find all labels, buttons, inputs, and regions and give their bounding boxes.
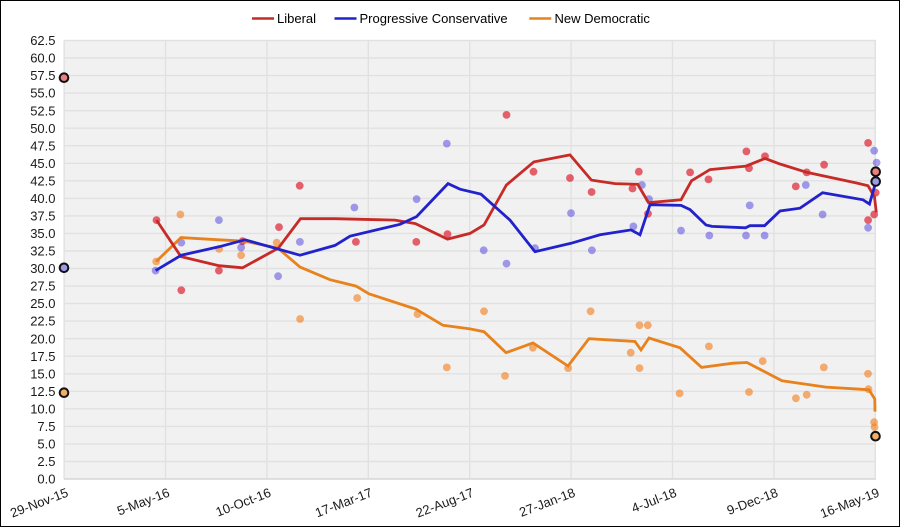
svg-text:35.0: 35.0 <box>30 226 55 241</box>
svg-text:New Democratic: New Democratic <box>555 11 651 26</box>
svg-text:32.5: 32.5 <box>30 244 55 259</box>
svg-text:52.5: 52.5 <box>30 103 55 118</box>
svg-text:27.5: 27.5 <box>30 279 55 294</box>
svg-text:10.0: 10.0 <box>30 401 55 416</box>
svg-text:17.5: 17.5 <box>30 349 55 364</box>
svg-text:62.5: 62.5 <box>30 33 55 48</box>
svg-text:20.0: 20.0 <box>30 331 55 346</box>
svg-text:57.5: 57.5 <box>30 68 55 83</box>
svg-text:12.5: 12.5 <box>30 384 55 399</box>
svg-text:40.0: 40.0 <box>30 191 55 206</box>
svg-text:30.0: 30.0 <box>30 261 55 276</box>
svg-text:50.0: 50.0 <box>30 121 55 136</box>
svg-text:Progressive Conservative: Progressive Conservative <box>360 11 508 26</box>
svg-text:15.0: 15.0 <box>30 366 55 381</box>
svg-text:22.5: 22.5 <box>30 314 55 329</box>
svg-text:47.5: 47.5 <box>30 138 55 153</box>
svg-text:25.0: 25.0 <box>30 296 55 311</box>
svg-text:45.0: 45.0 <box>30 156 55 171</box>
svg-text:37.5: 37.5 <box>30 209 55 224</box>
svg-text:2.5: 2.5 <box>37 454 55 469</box>
svg-text:60.0: 60.0 <box>30 51 55 66</box>
svg-text:0.0: 0.0 <box>37 472 55 487</box>
svg-text:42.5: 42.5 <box>30 173 55 188</box>
svg-text:Liberal: Liberal <box>277 11 316 26</box>
svg-text:55.0: 55.0 <box>30 86 55 101</box>
svg-text:7.5: 7.5 <box>37 419 55 434</box>
svg-text:5.0: 5.0 <box>37 437 55 452</box>
